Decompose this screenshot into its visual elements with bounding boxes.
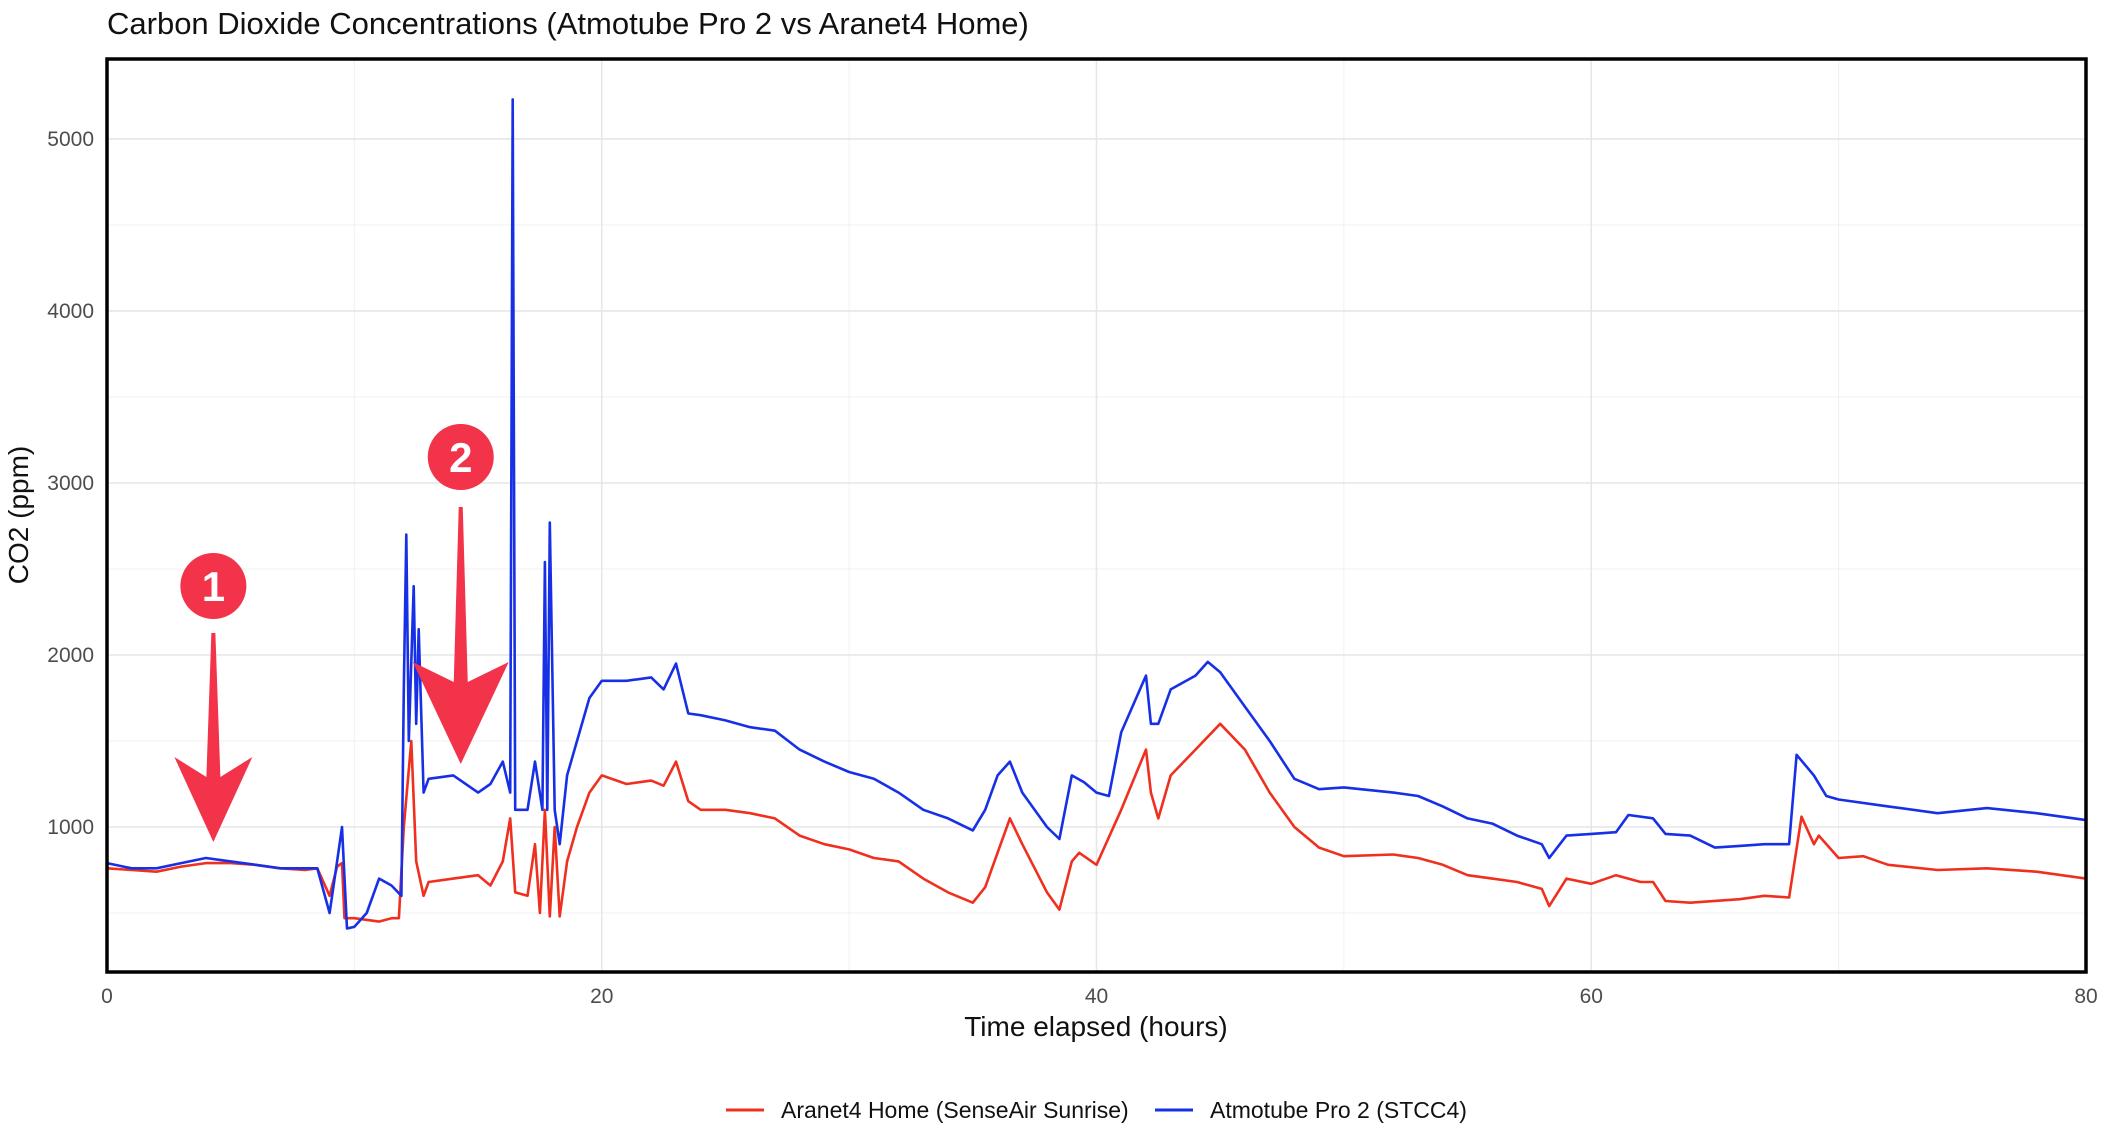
- annotation-number: 2: [449, 434, 472, 481]
- y-tick-label: 3000: [47, 472, 94, 495]
- x-axis-label: Time elapsed (hours): [964, 1011, 1228, 1042]
- annotation-number: 1: [202, 563, 225, 610]
- y-tick-label: 2000: [47, 644, 94, 667]
- x-tick-label: 0: [101, 985, 113, 1008]
- annotation-badge: [427, 424, 494, 490]
- plot-panel-border: [105, 57, 2088, 974]
- annotation-badge: [180, 553, 247, 619]
- y-axis-ticks: 1000 2000 3000 4000 5000: [47, 128, 94, 839]
- chart-title: Carbon Dioxide Concentrations (Atmotube …: [107, 6, 1029, 41]
- legend-label-atmotube: Atmotube Pro 2 (STCC4): [1210, 1097, 1467, 1123]
- x-tick-label: 40: [1085, 985, 1108, 1008]
- y-tick-label: 4000: [47, 300, 94, 323]
- legend: Aranet4 Home (SenseAir Sunrise) Atmotube…: [726, 1097, 1467, 1123]
- down-arrow-icon: [174, 633, 253, 842]
- x-tick-label: 80: [2074, 985, 2097, 1008]
- down-arrow-icon: [412, 507, 509, 764]
- annotations: 12: [174, 424, 509, 842]
- annotation-1: 1: [174, 553, 253, 842]
- x-axis-ticks: 0 20 40 60 80: [101, 985, 2098, 1008]
- y-tick-label: 1000: [47, 816, 94, 839]
- legend-label-aranet4: Aranet4 Home (SenseAir Sunrise): [781, 1097, 1129, 1123]
- annotation-2: 2: [412, 424, 509, 764]
- y-tick-label: 5000: [47, 128, 94, 151]
- x-tick-label: 60: [1580, 985, 1603, 1008]
- y-axis-label: CO2 (ppm): [3, 446, 34, 584]
- series-line-atmotube: [106, 98, 2087, 930]
- x-tick-label: 20: [590, 985, 613, 1008]
- series-lines: [106, 98, 2087, 930]
